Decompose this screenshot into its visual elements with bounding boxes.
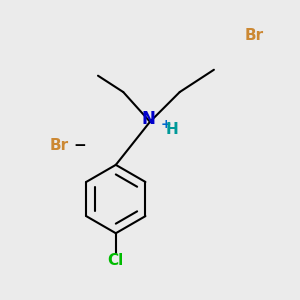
Text: Br: Br <box>244 28 264 43</box>
Text: H: H <box>166 122 179 137</box>
Text: Br: Br <box>50 138 69 153</box>
Text: +: + <box>161 118 172 131</box>
Text: N: N <box>142 110 155 128</box>
Text: Cl: Cl <box>108 254 124 268</box>
Text: −: − <box>74 138 86 153</box>
